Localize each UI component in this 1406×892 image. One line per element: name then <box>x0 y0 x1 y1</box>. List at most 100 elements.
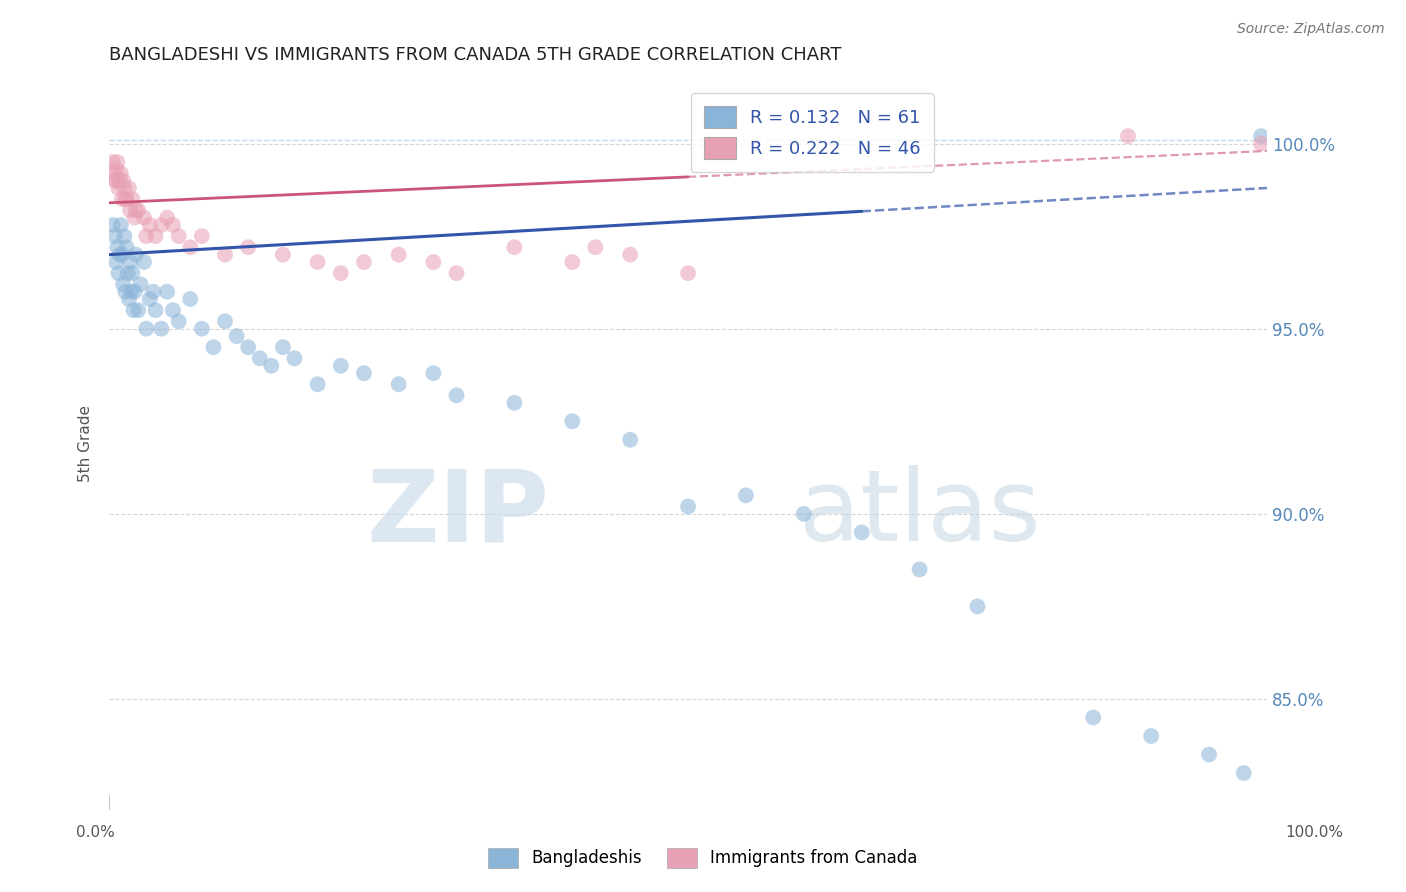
Point <box>167 229 190 244</box>
Point <box>353 255 375 269</box>
Point <box>388 247 411 261</box>
Point <box>1083 710 1105 724</box>
Text: atlas: atlas <box>799 466 1040 562</box>
Point <box>329 359 352 373</box>
Point <box>225 329 247 343</box>
Point <box>105 240 128 254</box>
Point <box>307 255 329 269</box>
Point <box>150 218 173 232</box>
Point <box>150 321 173 335</box>
Point <box>214 247 236 261</box>
Point <box>105 173 128 187</box>
Point <box>676 500 699 514</box>
Point <box>104 229 127 244</box>
Point <box>353 366 375 380</box>
Point <box>238 240 260 254</box>
Point <box>162 303 184 318</box>
Point <box>503 240 526 254</box>
Point <box>132 255 155 269</box>
Legend: Bangladeshis, Immigrants from Canada: Bangladeshis, Immigrants from Canada <box>481 841 925 875</box>
Point <box>125 203 148 218</box>
Point <box>107 181 129 195</box>
Point <box>103 166 125 180</box>
Point <box>307 377 329 392</box>
Point <box>112 277 135 292</box>
Point <box>179 240 201 254</box>
Point <box>1233 766 1256 780</box>
Point <box>145 229 167 244</box>
Point <box>422 255 444 269</box>
Point <box>145 303 167 318</box>
Point <box>118 181 141 195</box>
Point <box>107 266 129 280</box>
Point <box>162 218 184 232</box>
Point <box>114 192 136 206</box>
Point <box>139 218 162 232</box>
Text: Source: ZipAtlas.com: Source: ZipAtlas.com <box>1237 22 1385 37</box>
Point <box>585 240 607 254</box>
Text: 0.0%: 0.0% <box>76 825 115 839</box>
Text: ZIP: ZIP <box>367 466 550 562</box>
Point <box>179 292 201 306</box>
Point <box>619 433 641 447</box>
Point <box>124 285 146 299</box>
Point <box>271 247 294 261</box>
Point <box>120 255 142 269</box>
Y-axis label: 5th Grade: 5th Grade <box>79 405 93 482</box>
Point <box>1250 129 1272 144</box>
Point <box>117 266 139 280</box>
Point <box>735 488 758 502</box>
Point <box>114 285 136 299</box>
Point <box>118 292 141 306</box>
Point <box>105 255 128 269</box>
Point <box>135 321 157 335</box>
Point <box>120 203 142 218</box>
Point <box>110 218 132 232</box>
Point <box>115 240 138 254</box>
Point <box>329 266 352 280</box>
Point <box>135 229 157 244</box>
Point <box>104 173 127 187</box>
Point <box>214 314 236 328</box>
Point <box>132 211 155 225</box>
Point <box>561 255 583 269</box>
Point <box>1116 129 1139 144</box>
Point <box>167 314 190 328</box>
Point <box>121 266 143 280</box>
Point <box>446 388 468 402</box>
Point <box>115 192 138 206</box>
Point <box>129 277 152 292</box>
Point <box>851 525 873 540</box>
Point <box>191 321 214 335</box>
Point <box>1250 136 1272 151</box>
Point <box>966 599 988 614</box>
Point <box>111 247 134 261</box>
Point <box>108 247 131 261</box>
Point <box>124 211 146 225</box>
Point <box>238 340 260 354</box>
Point <box>446 266 468 280</box>
Point <box>202 340 225 354</box>
Point <box>112 181 135 195</box>
Point <box>122 303 145 318</box>
Point <box>101 155 124 169</box>
Point <box>908 562 931 576</box>
Point <box>156 285 179 299</box>
Point <box>111 192 134 206</box>
Point <box>112 229 135 244</box>
Point <box>110 166 132 180</box>
Point <box>503 396 526 410</box>
Point <box>105 162 128 177</box>
Point <box>108 173 131 187</box>
Point <box>260 359 283 373</box>
Text: BANGLADESHI VS IMMIGRANTS FROM CANADA 5TH GRADE CORRELATION CHART: BANGLADESHI VS IMMIGRANTS FROM CANADA 5T… <box>110 46 842 64</box>
Point <box>676 266 699 280</box>
Point <box>793 507 815 521</box>
Point <box>561 414 583 428</box>
Legend: R = 0.132   N = 61, R = 0.222   N = 46: R = 0.132 N = 61, R = 0.222 N = 46 <box>690 94 934 171</box>
Point <box>127 303 149 318</box>
Point <box>388 377 411 392</box>
Point <box>249 351 271 366</box>
Point <box>142 285 165 299</box>
Point <box>156 211 179 225</box>
